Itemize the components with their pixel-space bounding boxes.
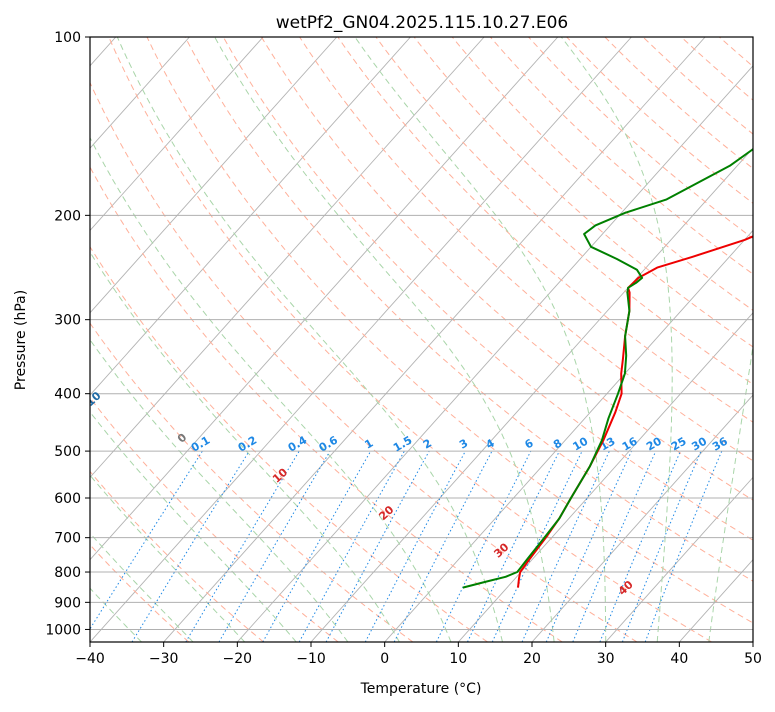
- y-tick-label: 200: [54, 208, 81, 224]
- x-tick-label: −40: [75, 651, 105, 667]
- x-tick-label: 0: [380, 651, 389, 667]
- x-tick-label: 30: [597, 651, 615, 667]
- y-tick-label: 300: [54, 313, 81, 329]
- y-tick-label: 100: [54, 30, 81, 46]
- y-tick-label: 900: [54, 595, 81, 611]
- y-tick-label: 800: [54, 565, 81, 581]
- x-tick-label: −20: [223, 651, 253, 667]
- x-tick-label: 20: [523, 651, 541, 667]
- x-tick-label: 50: [744, 651, 762, 667]
- y-tick-label: 700: [54, 531, 81, 547]
- chart-title: wetPf2_GN04.2025.115.10.27.E06: [276, 13, 568, 33]
- x-tick-label: −30: [149, 651, 179, 667]
- y-tick-label: 1000: [45, 622, 81, 638]
- x-tick-label: 40: [670, 651, 688, 667]
- y-axis-label: Pressure (hPa): [13, 290, 29, 390]
- y-tick-label: 500: [54, 444, 81, 460]
- y-tick-label: 600: [54, 491, 81, 507]
- x-tick-label: −10: [296, 651, 326, 667]
- x-tick-label: 10: [449, 651, 467, 667]
- y-tick-label: 400: [54, 387, 81, 403]
- x-axis-label: Temperature (°C): [360, 681, 482, 697]
